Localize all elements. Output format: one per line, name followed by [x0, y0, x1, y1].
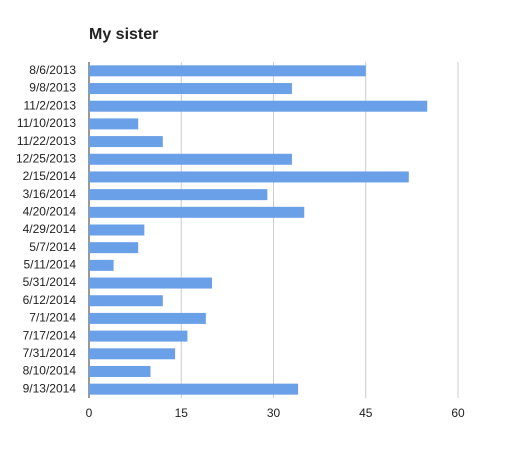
y-tick-label: 6/12/2014 — [23, 293, 77, 307]
x-tick-label: 30 — [267, 406, 281, 420]
x-tick-label: 45 — [359, 406, 373, 420]
chart-title: My sister — [89, 26, 158, 43]
y-tick-label: 3/16/2014 — [23, 187, 77, 201]
bar — [89, 224, 145, 236]
bar — [89, 118, 139, 130]
y-tick-label: 5/7/2014 — [29, 240, 76, 254]
x-tick-label: 15 — [175, 406, 189, 420]
x-tick-label: 0 — [86, 406, 93, 420]
y-tick-label: 12/25/2013 — [16, 151, 76, 165]
y-tick-label: 11/22/2013 — [17, 134, 76, 148]
bar — [89, 383, 299, 395]
y-tick-label: 7/1/2014 — [29, 311, 76, 325]
bar — [89, 136, 163, 148]
y-tick-label: 8/6/2013 — [29, 63, 76, 77]
bar — [89, 153, 292, 165]
bar — [89, 171, 409, 183]
y-tick-label: 9/13/2014 — [23, 381, 77, 395]
y-tick-label: 9/8/2013 — [29, 81, 76, 95]
bar — [89, 189, 268, 201]
bar — [89, 259, 114, 271]
y-tick-label: 5/31/2014 — [23, 275, 77, 289]
bar — [89, 206, 305, 218]
y-tick-label: 4/20/2014 — [23, 204, 77, 218]
bar — [89, 312, 206, 324]
y-tick-label: 7/17/2014 — [23, 328, 77, 342]
bar — [89, 295, 163, 307]
bar — [89, 65, 366, 77]
y-tick-label: 11/10/2013 — [17, 116, 76, 130]
y-tick-label: 5/11/2014 — [24, 258, 77, 272]
y-tick-label: 4/29/2014 — [23, 222, 77, 236]
y-tick-label: 8/10/2014 — [23, 364, 77, 378]
bar — [89, 365, 151, 377]
y-tick-label: 7/31/2014 — [23, 346, 77, 360]
y-tick-label: 11/2/2013 — [24, 98, 77, 112]
bar — [89, 277, 212, 289]
bar — [89, 242, 139, 254]
bar — [89, 348, 176, 360]
bar — [89, 330, 188, 342]
y-tick-label: 2/15/2014 — [23, 169, 77, 183]
bar — [89, 100, 428, 112]
bar — [89, 83, 292, 95]
x-tick-label: 60 — [451, 406, 465, 420]
